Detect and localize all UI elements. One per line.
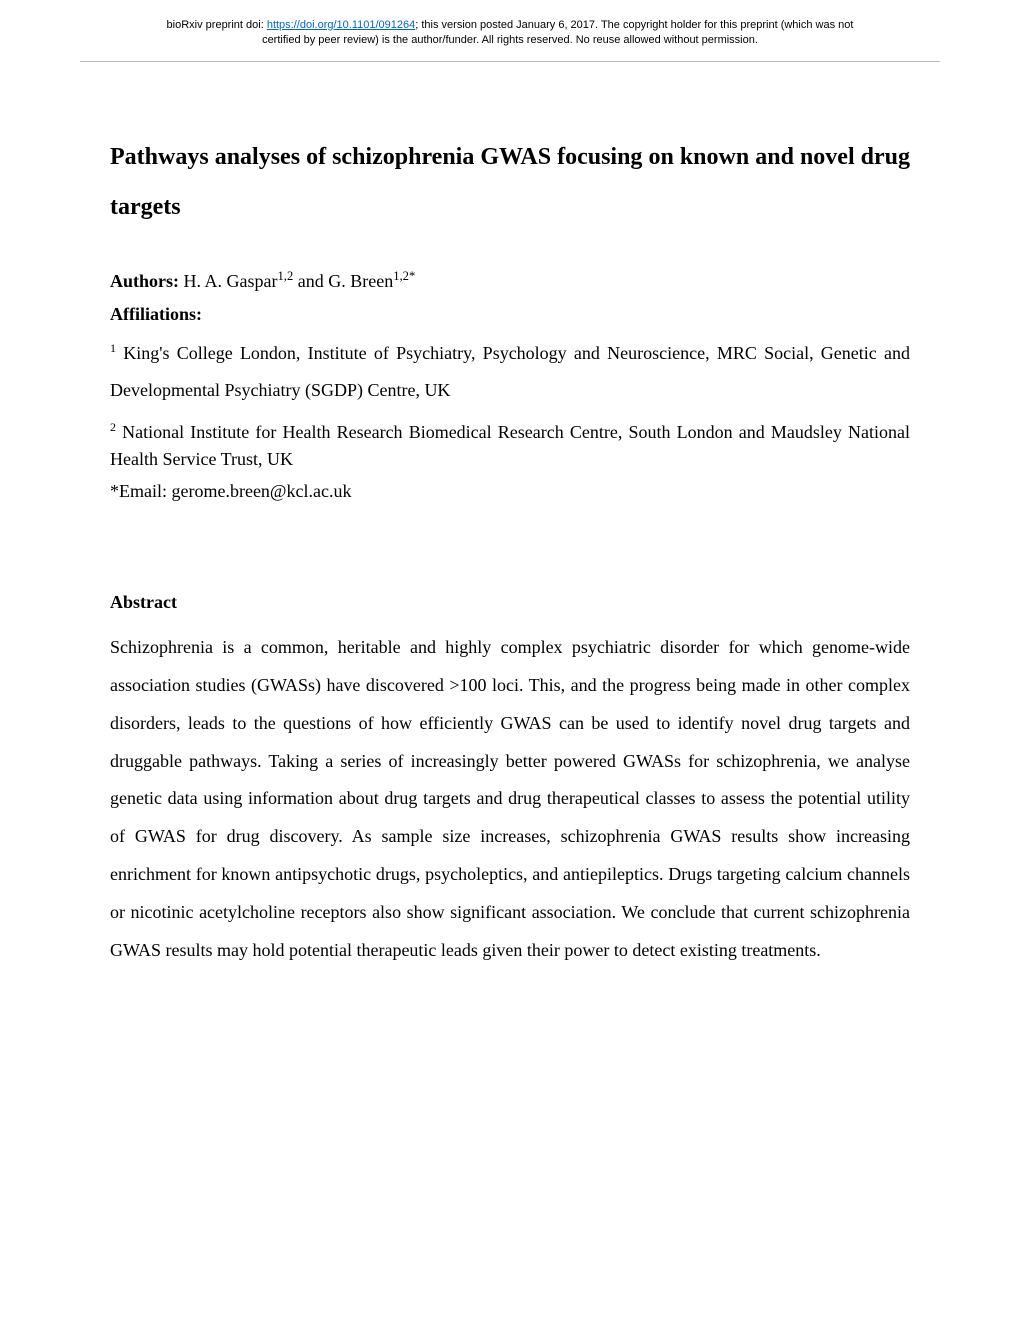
abstract-body: Schizophrenia is a common, heritable and… [110,629,910,969]
preprint-text-prefix: bioRxiv preprint doi: [167,19,267,31]
affiliation-2: 2 National Institute for Health Research… [110,418,910,473]
author-1: H. A. Gaspar [179,271,277,291]
affiliations-label: Affiliations: [110,304,910,325]
author-1-sup: 1,2 [278,269,294,283]
author-2-sup: 1,2* [393,269,415,283]
author-connector: and G. Breen [293,271,393,291]
paper-title: Pathways analyses of schizophrenia GWAS … [110,132,910,233]
preprint-text-suffix: ; this version posted January 6, 2017. T… [415,19,853,31]
affiliation-2-text: National Institute for Health Research B… [110,422,910,469]
doi-link[interactable]: https://doi.org/10.1101/091264 [267,19,415,31]
preprint-header: bioRxiv preprint doi: https://doi.org/10… [0,0,1020,57]
affiliation-1-text: King's College London, Institute of Psyc… [110,343,910,401]
abstract-label: Abstract [110,592,910,613]
authors-line: Authors: H. A. Gaspar1,2 and G. Breen1,2… [110,269,910,292]
corresponding-email: *Email: gerome.breen@kcl.ac.uk [110,481,910,502]
preprint-line2: certified by peer review) is the author/… [262,34,758,46]
paper-content: Pathways analyses of schizophrenia GWAS … [0,62,1020,1010]
authors-label: Authors: [110,271,179,291]
affiliation-1: 1 King's College London, Institute of Ps… [110,335,910,411]
